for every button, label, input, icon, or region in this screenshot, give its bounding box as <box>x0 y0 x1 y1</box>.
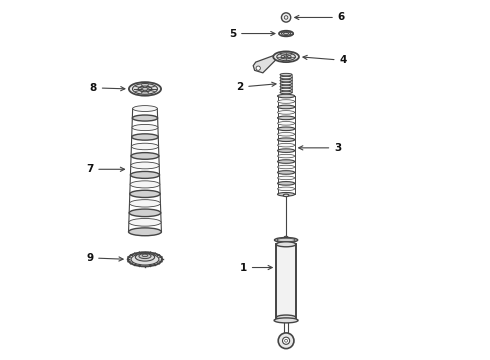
Ellipse shape <box>277 160 294 163</box>
Ellipse shape <box>284 236 288 238</box>
Ellipse shape <box>277 94 294 98</box>
Text: 3: 3 <box>299 143 342 153</box>
Ellipse shape <box>280 76 292 79</box>
Ellipse shape <box>129 82 161 96</box>
Ellipse shape <box>277 105 294 109</box>
Text: 9: 9 <box>86 253 123 263</box>
Ellipse shape <box>280 73 292 76</box>
Ellipse shape <box>277 187 294 190</box>
Ellipse shape <box>130 190 160 198</box>
Text: 1: 1 <box>240 262 272 273</box>
Text: 6: 6 <box>295 13 345 22</box>
Ellipse shape <box>128 228 161 236</box>
Ellipse shape <box>142 254 148 257</box>
Ellipse shape <box>274 238 298 243</box>
Ellipse shape <box>277 243 295 246</box>
Ellipse shape <box>280 91 292 94</box>
Ellipse shape <box>139 253 151 258</box>
Ellipse shape <box>129 209 161 217</box>
Ellipse shape <box>130 181 160 188</box>
Ellipse shape <box>128 252 162 266</box>
Ellipse shape <box>280 82 292 85</box>
FancyBboxPatch shape <box>276 244 296 318</box>
Ellipse shape <box>131 143 159 150</box>
Ellipse shape <box>277 132 294 136</box>
Ellipse shape <box>280 79 292 82</box>
Circle shape <box>256 66 260 70</box>
Text: 2: 2 <box>236 82 276 92</box>
Ellipse shape <box>133 105 157 112</box>
Ellipse shape <box>132 125 158 131</box>
Ellipse shape <box>284 32 289 35</box>
Ellipse shape <box>129 219 161 226</box>
Ellipse shape <box>277 143 294 147</box>
Ellipse shape <box>274 318 298 323</box>
Ellipse shape <box>283 194 289 197</box>
Ellipse shape <box>130 171 160 179</box>
Ellipse shape <box>277 193 294 196</box>
Ellipse shape <box>276 242 296 247</box>
Text: 4: 4 <box>303 55 347 65</box>
Polygon shape <box>253 56 275 73</box>
Ellipse shape <box>132 84 157 94</box>
Ellipse shape <box>132 134 158 140</box>
Ellipse shape <box>281 55 291 59</box>
Circle shape <box>278 333 294 348</box>
Ellipse shape <box>277 111 294 114</box>
Ellipse shape <box>277 100 294 103</box>
Text: 8: 8 <box>90 83 125 93</box>
Ellipse shape <box>277 149 294 152</box>
Ellipse shape <box>138 86 152 92</box>
Ellipse shape <box>131 153 159 159</box>
Ellipse shape <box>279 31 293 36</box>
Ellipse shape <box>277 138 294 141</box>
Ellipse shape <box>273 51 299 62</box>
Ellipse shape <box>276 315 296 320</box>
Ellipse shape <box>277 165 294 169</box>
Ellipse shape <box>277 238 295 242</box>
Ellipse shape <box>277 53 295 61</box>
Ellipse shape <box>281 32 291 36</box>
Ellipse shape <box>129 200 160 207</box>
Ellipse shape <box>277 171 294 174</box>
Ellipse shape <box>135 253 155 261</box>
Ellipse shape <box>277 181 294 185</box>
Ellipse shape <box>277 116 294 120</box>
Ellipse shape <box>277 127 294 131</box>
Circle shape <box>281 13 291 22</box>
Ellipse shape <box>132 115 158 121</box>
Text: 5: 5 <box>229 28 275 39</box>
Ellipse shape <box>131 162 159 169</box>
Ellipse shape <box>277 122 294 125</box>
Circle shape <box>283 337 290 344</box>
Ellipse shape <box>280 85 292 88</box>
Ellipse shape <box>131 253 159 265</box>
Ellipse shape <box>277 176 294 180</box>
Ellipse shape <box>280 88 292 91</box>
Text: 7: 7 <box>86 164 124 174</box>
Ellipse shape <box>277 154 294 158</box>
